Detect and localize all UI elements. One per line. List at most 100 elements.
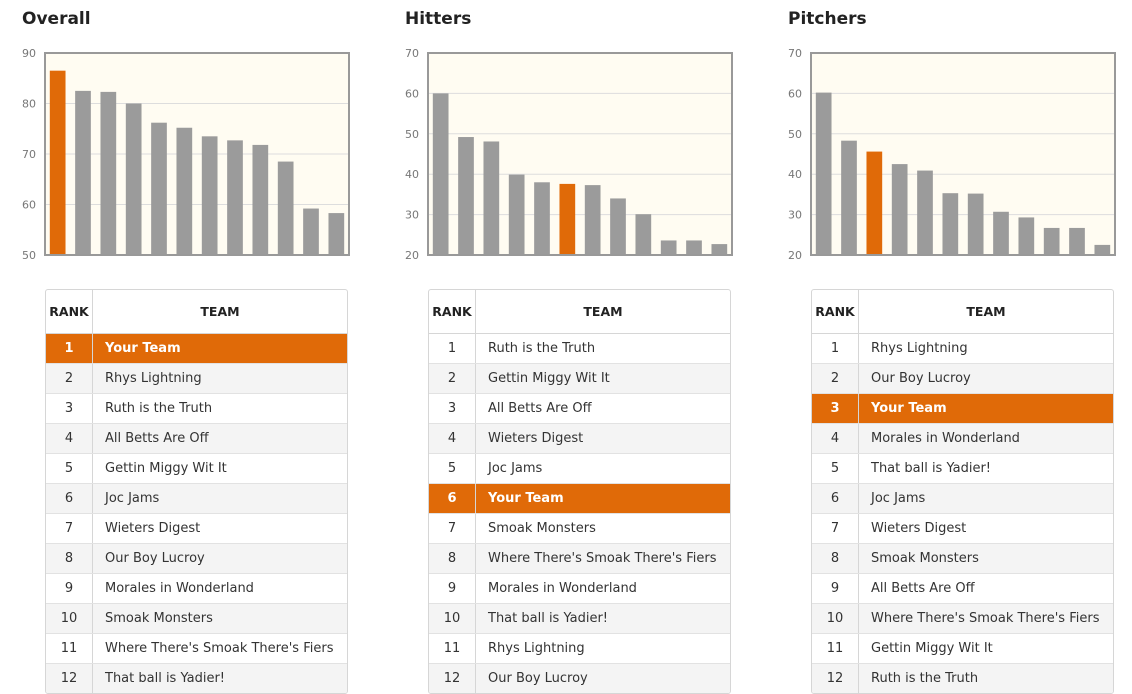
team-cell: Gettin Miggy Wit It: [475, 363, 730, 394]
chart-svg: 20 30 40 50 60 70: [788, 47, 1116, 262]
table-row[interactable]: 10 That ball is Yadier!: [429, 603, 730, 634]
chart-svg: 50 60 70 80 90: [22, 47, 350, 262]
rank-table: RANK TEAM 1 Ruth is the Truth 2 Gettin Migg…: [429, 290, 730, 693]
team-column-header[interactable]: TEAM: [475, 290, 730, 334]
team-cell: Ruth is the Truth: [858, 663, 1113, 693]
table-row[interactable]: 4 Morales in Wonderland: [812, 423, 1113, 454]
rank-cell: 1: [46, 333, 93, 364]
table-row[interactable]: 10 Where There's Smoak There's Fiers: [812, 603, 1113, 634]
team-cell: Morales in Wonderland: [92, 573, 347, 604]
bar: [1043, 227, 1060, 255]
y-tick-label: 40: [405, 168, 419, 181]
bar: [610, 198, 626, 255]
table-row[interactable]: 5 Gettin Miggy Wit It: [46, 453, 347, 484]
table-row[interactable]: 5 That ball is Yadier!: [812, 453, 1113, 484]
team-cell: Rhys Lightning: [858, 333, 1113, 364]
bar: [75, 90, 91, 255]
bar-your-team: [559, 183, 576, 255]
rank-table: RANK TEAM 1 Rhys Lightning 2 Our Boy Lucroy…: [812, 290, 1113, 693]
table-row[interactable]: 1 Ruth is the Truth: [429, 333, 730, 364]
table-row[interactable]: 4 All Betts Are Off: [46, 423, 347, 454]
table-row[interactable]: 2 Our Boy Lucroy: [812, 363, 1113, 394]
table-row[interactable]: 12 Our Boy Lucroy: [429, 663, 730, 693]
table-row[interactable]: 8 Our Boy Lucroy: [46, 543, 347, 574]
table-row[interactable]: 3 All Betts Are Off: [429, 393, 730, 424]
team-cell: Smoak Monsters: [92, 603, 347, 634]
bar: [252, 144, 269, 255]
bar: [711, 244, 728, 255]
table-row[interactable]: 1 Your Team: [46, 333, 347, 364]
team-cell: Where There's Smoak There's Fiers: [92, 633, 347, 664]
team-cell: That ball is Yadier!: [858, 453, 1113, 484]
table-row[interactable]: 1 Rhys Lightning: [812, 333, 1113, 364]
table-row[interactable]: 12 Ruth is the Truth: [812, 663, 1113, 693]
bar: [100, 91, 117, 255]
table-row[interactable]: 10 Smoak Monsters: [46, 603, 347, 634]
table-row[interactable]: 12 That ball is Yadier!: [46, 663, 347, 693]
rank-cell: 5: [46, 453, 93, 484]
table-row[interactable]: 11 Rhys Lightning: [429, 633, 730, 664]
rank-cell: 8: [429, 543, 476, 574]
y-tick-label: 70: [22, 148, 36, 161]
table-row[interactable]: 9 Morales in Wonderland: [429, 573, 730, 604]
team-cell: Joc Jams: [92, 483, 347, 514]
rank-cell: 12: [429, 663, 476, 693]
y-tick-label: 30: [405, 209, 419, 222]
rank-column-header[interactable]: RANK: [812, 290, 859, 334]
table-row[interactable]: 8 Where There's Smoak There's Fiers: [429, 543, 730, 574]
table-row[interactable]: 2 Gettin Miggy Wit It: [429, 363, 730, 394]
panel-hitters: Hitters 20 30 40 50 60 70 RANK TEAM 1 Ruth is …: [405, 0, 735, 694]
bar: [967, 193, 984, 255]
table-row[interactable]: 7 Smoak Monsters: [429, 513, 730, 544]
table-row[interactable]: 3 Your Team: [812, 393, 1113, 424]
bar: [686, 240, 702, 255]
team-column-header[interactable]: TEAM: [92, 290, 347, 334]
bar: [151, 122, 167, 255]
bar: [1018, 217, 1035, 255]
rank-column-header[interactable]: RANK: [429, 290, 476, 334]
table-body: 1 Your Team 2 Rhys Lightning 3 Ruth is the Tr…: [46, 333, 347, 693]
table-row[interactable]: 11 Gettin Miggy Wit It: [812, 633, 1113, 664]
team-cell: Morales in Wonderland: [475, 573, 730, 604]
rank-cell: 1: [429, 333, 476, 364]
table-header-row: RANK TEAM: [812, 290, 1113, 334]
bar: [458, 137, 474, 255]
table-row[interactable]: 9 All Betts Are Off: [812, 573, 1113, 604]
team-cell: Where There's Smoak There's Fiers: [858, 603, 1113, 634]
team-cell: Gettin Miggy Wit It: [858, 633, 1113, 664]
team-cell: Wieters Digest: [858, 513, 1113, 544]
table-row[interactable]: 4 Wieters Digest: [429, 423, 730, 454]
table-row[interactable]: 6 Joc Jams: [812, 483, 1113, 514]
bar: [942, 193, 959, 255]
table-row[interactable]: 2 Rhys Lightning: [46, 363, 347, 394]
table-row[interactable]: 9 Morales in Wonderland: [46, 573, 347, 604]
rank-cell: 4: [812, 423, 859, 454]
team-cell: Wieters Digest: [475, 423, 730, 454]
table-row[interactable]: 11 Where There's Smoak There's Fiers: [46, 633, 347, 664]
table-row[interactable]: 6 Joc Jams: [46, 483, 347, 514]
table-row[interactable]: 3 Ruth is the Truth: [46, 393, 347, 424]
bar: [534, 182, 550, 255]
team-cell: Smoak Monsters: [858, 543, 1113, 574]
rank-column-header[interactable]: RANK: [46, 290, 93, 334]
team-column-header[interactable]: TEAM: [858, 290, 1113, 334]
bar: [660, 240, 677, 255]
rank-cell: 12: [812, 663, 859, 693]
y-tick-label: 90: [22, 47, 36, 60]
hitters-bar-chart: 20 30 40 50 60 70: [405, 40, 745, 270]
bar: [176, 127, 193, 255]
bar: [328, 213, 345, 255]
table-header-row: RANK TEAM: [46, 290, 347, 334]
pitchers-rank-table: RANK TEAM 1 Rhys Lightning 2 Our Boy Lucroy…: [811, 289, 1114, 694]
bar: [1094, 244, 1111, 255]
bar-your-team: [866, 151, 883, 255]
table-row[interactable]: 6 Your Team: [429, 483, 730, 514]
rank-cell: 10: [812, 603, 859, 634]
table-row[interactable]: 5 Joc Jams: [429, 453, 730, 484]
table-row[interactable]: 7 Wieters Digest: [812, 513, 1113, 544]
table-row[interactable]: 8 Smoak Monsters: [812, 543, 1113, 574]
table-body: 1 Rhys Lightning 2 Our Boy Lucroy 3 Your Team…: [812, 333, 1113, 693]
team-cell: Where There's Smoak There's Fiers: [475, 543, 730, 574]
table-row[interactable]: 7 Wieters Digest: [46, 513, 347, 544]
y-tick-label: 50: [22, 249, 36, 262]
